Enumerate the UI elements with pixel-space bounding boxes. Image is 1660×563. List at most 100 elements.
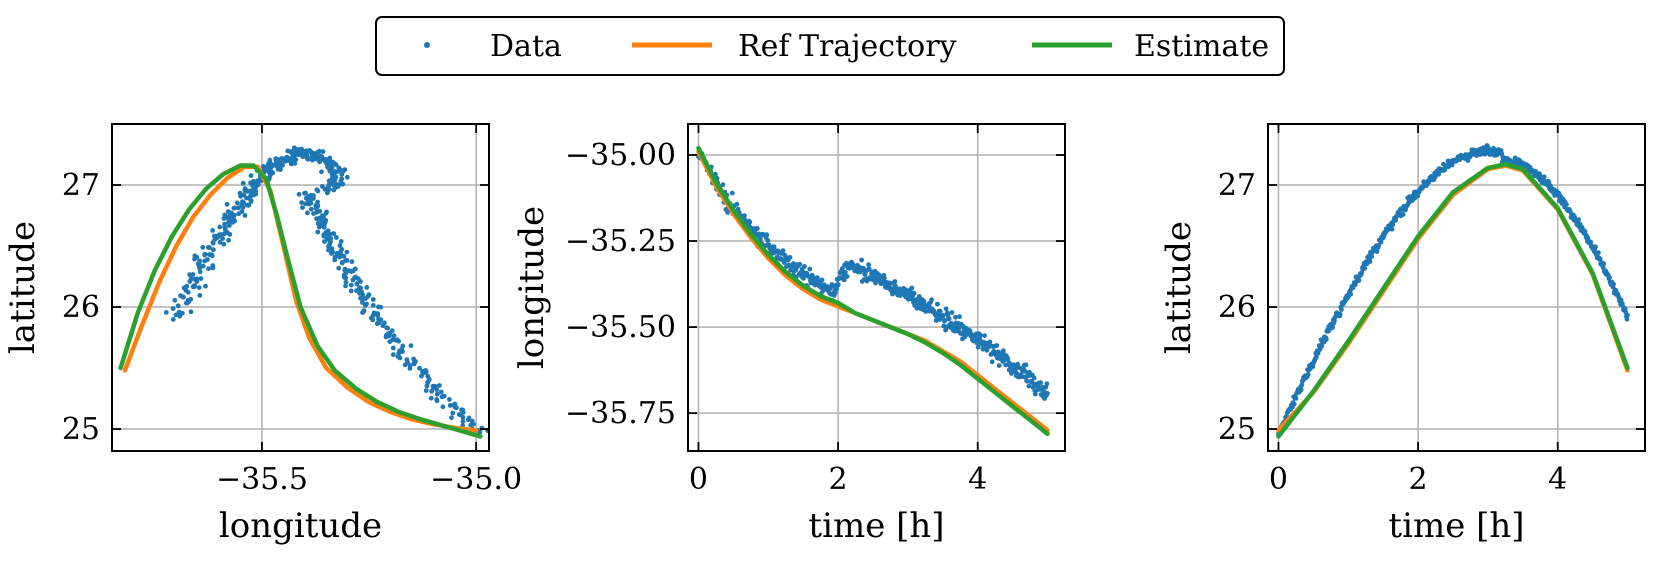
data-point bbox=[354, 281, 360, 287]
data-point bbox=[327, 241, 332, 247]
data-point bbox=[1611, 281, 1616, 287]
data-point bbox=[205, 257, 210, 262]
data-point bbox=[375, 313, 381, 318]
data-point bbox=[859, 257, 864, 263]
data-point bbox=[235, 200, 240, 206]
data-point bbox=[350, 268, 356, 274]
data-point bbox=[357, 285, 362, 290]
data-point bbox=[989, 359, 995, 365]
data-point bbox=[197, 293, 203, 298]
data-point bbox=[232, 205, 238, 211]
data-point bbox=[336, 168, 341, 174]
y-tick-label: 26 bbox=[62, 290, 100, 325]
data-point bbox=[207, 245, 213, 251]
data-point bbox=[175, 303, 181, 309]
data-point bbox=[729, 190, 735, 196]
data-point bbox=[221, 216, 227, 221]
data-point bbox=[996, 363, 1002, 368]
data-point bbox=[1389, 226, 1395, 232]
data-point bbox=[1314, 354, 1319, 360]
data-point bbox=[343, 258, 349, 263]
data-point bbox=[471, 421, 476, 427]
data-point bbox=[323, 210, 329, 216]
data-point bbox=[316, 155, 322, 161]
x-tick-label: 0 bbox=[689, 462, 708, 497]
x-axis-label: time [h] bbox=[1388, 506, 1524, 546]
data-point bbox=[359, 289, 365, 295]
data-point bbox=[242, 188, 248, 193]
data-point bbox=[466, 415, 472, 421]
data-point bbox=[343, 283, 348, 289]
data-point bbox=[451, 402, 457, 408]
data-point bbox=[248, 193, 254, 199]
data-point bbox=[456, 412, 462, 417]
data-point bbox=[771, 244, 777, 250]
data-point bbox=[334, 250, 340, 256]
data-point bbox=[460, 419, 466, 424]
data-point bbox=[449, 415, 454, 421]
data-point bbox=[935, 301, 940, 307]
data-point bbox=[1339, 307, 1344, 312]
data-point bbox=[364, 285, 370, 290]
data-point bbox=[365, 294, 371, 299]
x-tick-label: 2 bbox=[1409, 462, 1428, 497]
data-point bbox=[1624, 316, 1630, 322]
data-point bbox=[163, 310, 169, 315]
x-tick-label: 2 bbox=[829, 462, 848, 497]
data-point bbox=[197, 269, 203, 275]
data-point bbox=[720, 182, 726, 188]
data-point bbox=[390, 345, 396, 351]
data-point bbox=[200, 244, 206, 250]
data-point bbox=[218, 232, 224, 237]
data-point bbox=[943, 306, 949, 312]
data-point bbox=[305, 210, 310, 216]
data-point bbox=[210, 240, 216, 246]
data-point bbox=[1045, 391, 1050, 396]
data-point bbox=[173, 312, 179, 318]
data-point bbox=[353, 274, 358, 280]
data-point bbox=[850, 262, 856, 267]
data-point bbox=[734, 201, 740, 207]
data-point bbox=[1356, 278, 1362, 283]
data-point bbox=[841, 277, 847, 283]
data-point bbox=[344, 174, 350, 180]
estimate-line bbox=[1276, 162, 1630, 439]
data-point bbox=[1622, 306, 1628, 312]
data-point bbox=[942, 318, 948, 323]
data-point bbox=[807, 266, 813, 272]
data-point bbox=[227, 223, 232, 229]
data-point bbox=[247, 188, 253, 194]
data-point bbox=[290, 157, 295, 162]
data-point bbox=[292, 161, 298, 166]
data-point bbox=[196, 263, 202, 269]
y-axis-label: latitude bbox=[3, 221, 43, 354]
data-point bbox=[299, 200, 304, 206]
data-point bbox=[309, 152, 315, 158]
y-tick-label: −35.25 bbox=[565, 224, 676, 259]
data-point bbox=[1330, 325, 1336, 330]
data-point bbox=[324, 190, 330, 196]
data-point bbox=[1000, 348, 1006, 354]
data-point bbox=[887, 280, 892, 286]
data-point bbox=[423, 368, 428, 373]
data-point bbox=[1607, 275, 1612, 281]
data-point bbox=[844, 274, 850, 279]
data-point bbox=[188, 309, 194, 315]
data-point bbox=[358, 295, 363, 301]
data-point bbox=[226, 219, 232, 225]
y-tick-label: −35.00 bbox=[565, 138, 676, 173]
data-point bbox=[413, 359, 418, 364]
data-point bbox=[949, 310, 955, 315]
data-point bbox=[226, 214, 232, 220]
data-point bbox=[819, 277, 825, 283]
data-point bbox=[404, 357, 410, 363]
legend-label-estimate: Estimate bbox=[1134, 29, 1269, 64]
plot-frame bbox=[1267, 123, 1646, 452]
data-point bbox=[438, 389, 444, 395]
panel-lat-vs-lon: −35.5 −35.0 25 26 27 longitude latitude bbox=[3, 123, 522, 546]
data-point bbox=[308, 193, 314, 198]
data-point bbox=[296, 191, 302, 197]
data-point bbox=[1374, 249, 1380, 254]
data-point bbox=[230, 219, 236, 225]
data-point bbox=[398, 349, 404, 354]
